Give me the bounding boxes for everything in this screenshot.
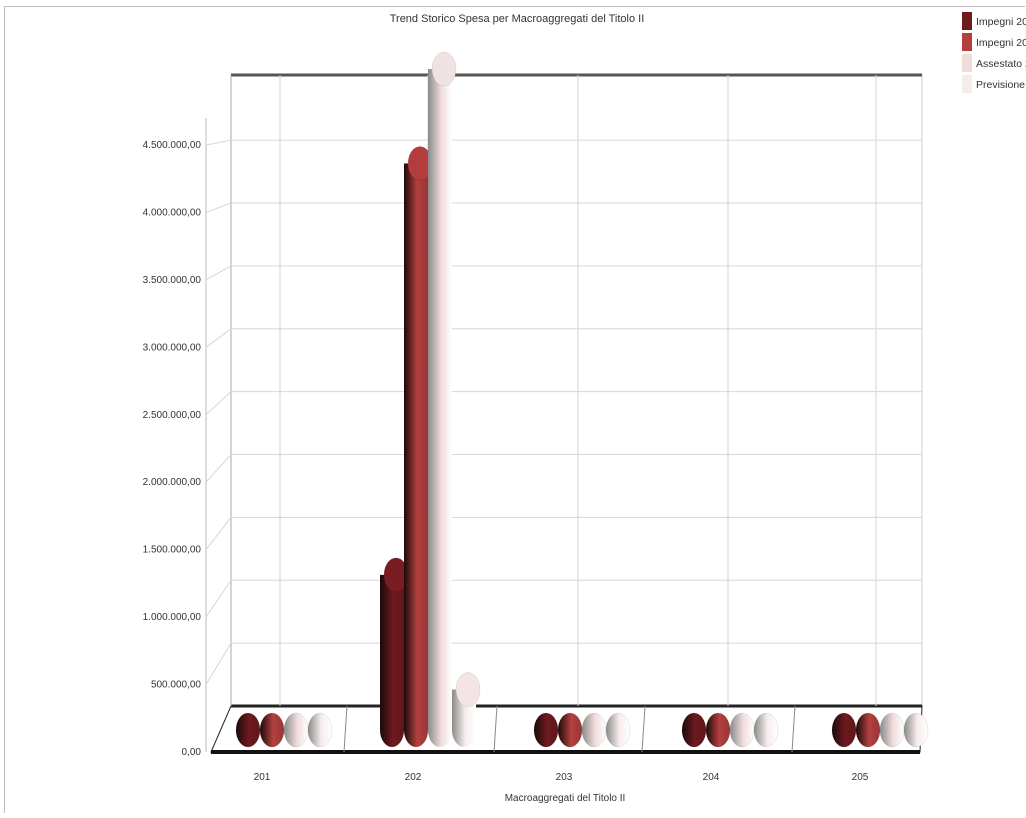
bar	[428, 51, 457, 747]
bar	[557, 712, 583, 748]
legend-label: Impegni 2019	[976, 16, 1026, 28]
y-tick-label: 0,00	[182, 747, 202, 758]
legend-swatch	[962, 12, 972, 30]
legend: Impegni 2019 Impegni 2020 Assestato 2020 Pr…	[962, 12, 1026, 93]
legend-swatch	[962, 75, 972, 93]
legend-swatch	[962, 54, 972, 72]
gridline-side	[205, 202, 232, 213]
bar	[452, 672, 481, 747]
legend-label: Impegni 2020	[976, 37, 1026, 49]
back-wall	[230, 74, 923, 707]
gridline-side	[205, 391, 232, 416]
y-tick-label: 3.000.000,00	[143, 342, 202, 353]
bar	[235, 712, 261, 748]
x-tick-label: 204	[703, 772, 720, 783]
bar	[307, 712, 333, 748]
gridline-side	[205, 517, 232, 550]
y-tick-label: 500.000,00	[151, 680, 201, 691]
y-tick-label: 2.000.000,00	[143, 477, 202, 488]
x-tick-label: 202	[405, 772, 422, 783]
chart-title: Trend Storico Spesa per Macroaggregati d…	[390, 13, 645, 25]
bar	[404, 146, 433, 747]
bar	[581, 712, 607, 748]
legend-swatch	[962, 33, 972, 51]
bar	[903, 712, 929, 748]
floor-divider	[791, 705, 796, 753]
bar	[729, 712, 755, 748]
x-tick-label: 203	[556, 772, 573, 783]
y-tick-label: 2.500.000,00	[143, 410, 202, 421]
y-tick-label: 1.500.000,00	[143, 545, 202, 556]
gridline-side	[205, 454, 232, 483]
bar	[283, 712, 309, 748]
bar	[605, 712, 631, 748]
x-axis-title: Macroaggregati del Titolo II	[505, 793, 626, 804]
gridline-side	[205, 265, 232, 281]
x-tick-label: 201	[254, 772, 271, 783]
bar	[753, 712, 779, 748]
floor-divider	[641, 705, 646, 753]
bar	[705, 712, 731, 748]
bar	[533, 712, 559, 748]
y-tick-label: 4.000.000,00	[143, 207, 202, 218]
y-tick-label: 1.000.000,00	[143, 612, 202, 623]
legend-label: Previsione 2021	[976, 79, 1026, 91]
chart-frame	[4, 6, 1025, 813]
floor-divider	[343, 705, 348, 753]
bar	[855, 712, 881, 748]
gridline-side	[205, 642, 232, 685]
bar	[259, 712, 285, 748]
gridline-side	[205, 579, 232, 618]
y-tick-label: 4.500.000,00	[143, 140, 202, 151]
bar	[380, 557, 409, 747]
bar	[879, 712, 905, 748]
bar	[831, 712, 857, 748]
gridline-side	[205, 328, 232, 348]
y-tick-label: 3.500.000,00	[143, 275, 202, 286]
gridline-side	[205, 139, 232, 146]
bar	[681, 712, 707, 748]
legend-label: Assestato 2020	[976, 58, 1026, 70]
x-tick-label: 205	[852, 772, 869, 783]
floor-divider	[493, 705, 498, 753]
